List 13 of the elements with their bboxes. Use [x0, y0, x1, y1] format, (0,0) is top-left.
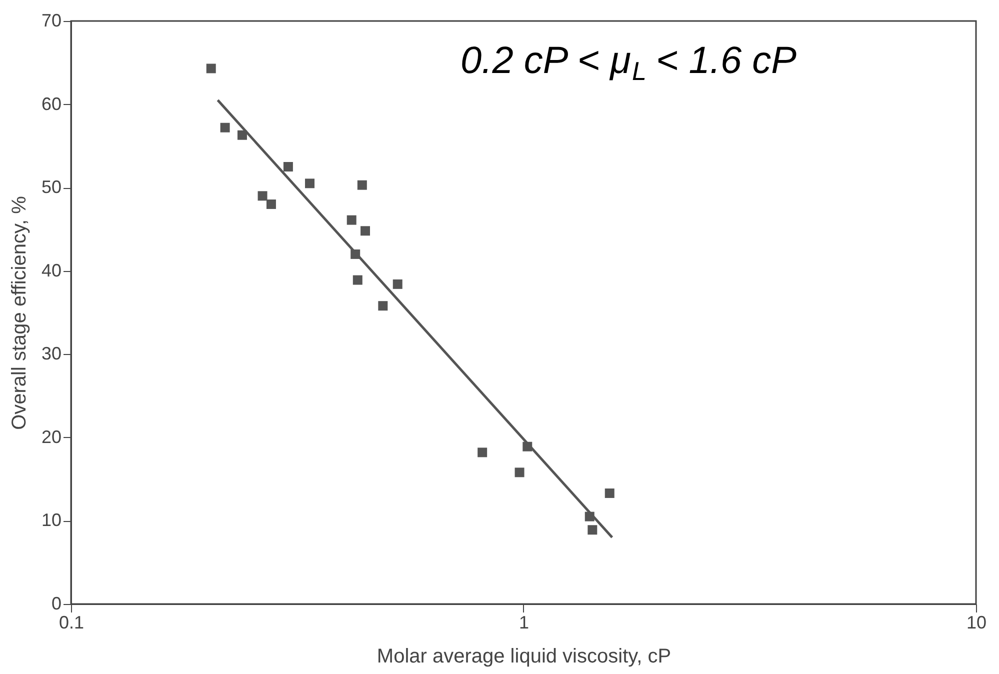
x-axis-title: Molar average liquid viscosity, cP [376, 646, 672, 668]
x-tick-label: 1 [518, 612, 530, 632]
y-tick-label: 10 [41, 510, 62, 530]
y-axis-title: Overall stage efficiency, % [8, 196, 30, 430]
y-tick-label: 70 [41, 10, 62, 30]
y-tick-label: 60 [41, 94, 62, 114]
x-tick-label: 0.1 [58, 612, 84, 632]
y-tick-label: 30 [41, 344, 62, 364]
y-tick-label: 40 [41, 260, 62, 280]
y-tick-label: 20 [41, 426, 62, 447]
y-tick-label: 50 [41, 177, 62, 198]
x-tick-label: 10 [966, 612, 987, 632]
y-tick-label: 0 [51, 594, 62, 614]
